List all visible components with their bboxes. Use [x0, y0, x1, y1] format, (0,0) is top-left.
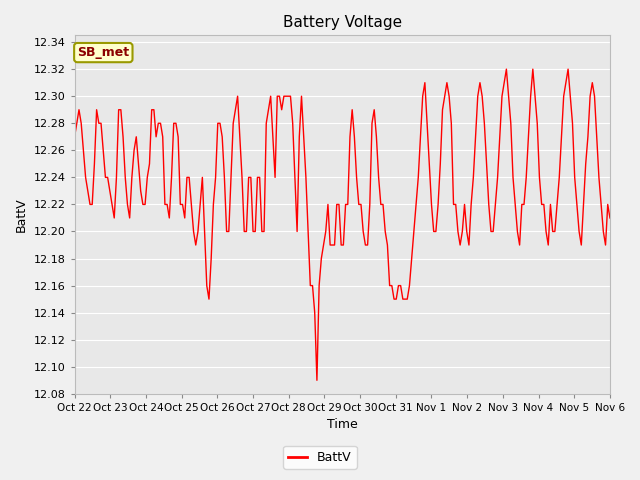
X-axis label: Time: Time — [327, 419, 358, 432]
Legend: BattV: BattV — [284, 446, 356, 469]
Text: SB_met: SB_met — [77, 46, 129, 59]
Title: Battery Voltage: Battery Voltage — [283, 15, 402, 30]
Y-axis label: BattV: BattV — [15, 197, 28, 232]
